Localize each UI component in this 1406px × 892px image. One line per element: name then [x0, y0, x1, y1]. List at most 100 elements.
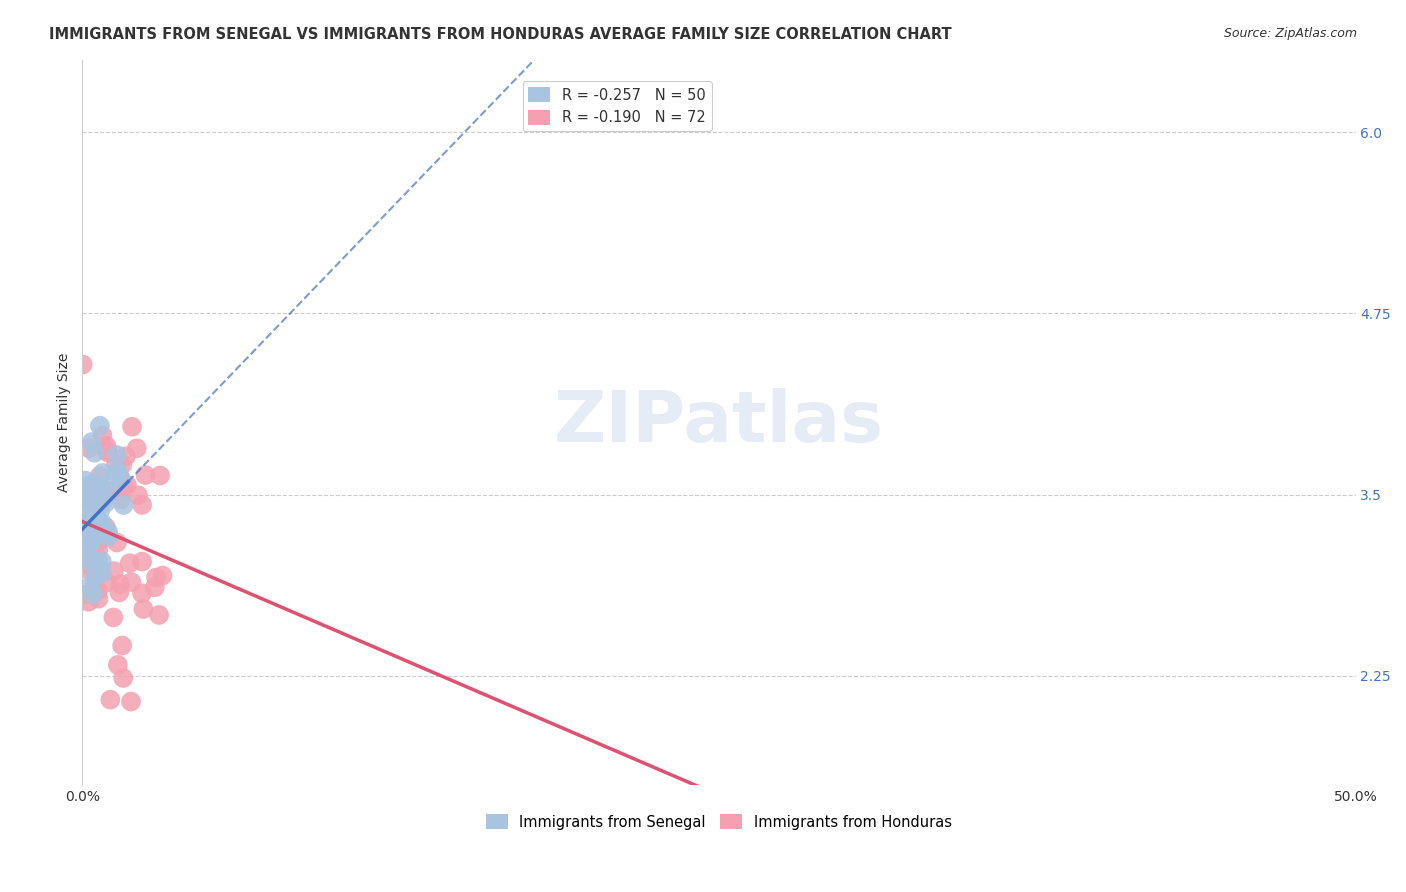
Point — [134, 468, 156, 483]
Point — [77, 524, 100, 538]
Point — [83, 542, 105, 557]
Point — [125, 442, 148, 456]
Point — [77, 554, 100, 568]
Point — [87, 525, 110, 540]
Point — [83, 477, 105, 491]
Point — [79, 491, 101, 505]
Point — [87, 591, 110, 606]
Point — [72, 358, 94, 372]
Text: IMMIGRANTS FROM SENEGAL VS IMMIGRANTS FROM HONDURAS AVERAGE FAMILY SIZE CORRELAT: IMMIGRANTS FROM SENEGAL VS IMMIGRANTS FR… — [49, 27, 952, 42]
Point — [105, 448, 128, 462]
Point — [75, 474, 97, 488]
Point — [82, 479, 104, 493]
Point — [73, 513, 96, 527]
Point — [77, 491, 100, 506]
Point — [79, 533, 101, 547]
Text: ZIPatlas: ZIPatlas — [554, 388, 884, 457]
Point — [148, 607, 170, 622]
Point — [121, 419, 143, 434]
Point — [84, 523, 107, 537]
Point — [77, 538, 100, 552]
Point — [110, 577, 132, 591]
Point — [131, 586, 153, 600]
Point — [87, 542, 110, 557]
Point — [97, 524, 120, 539]
Point — [96, 575, 118, 590]
Point — [91, 516, 114, 531]
Point — [84, 491, 107, 506]
Text: Source: ZipAtlas.com: Source: ZipAtlas.com — [1223, 27, 1357, 40]
Point — [107, 465, 129, 479]
Point — [112, 498, 135, 512]
Point — [89, 564, 111, 578]
Point — [89, 532, 111, 546]
Point — [80, 477, 103, 491]
Point — [105, 535, 128, 549]
Point — [73, 561, 96, 575]
Point — [115, 478, 138, 492]
Point — [76, 527, 98, 541]
Point — [111, 458, 134, 472]
Point — [87, 554, 110, 568]
Point — [89, 503, 111, 517]
Point — [86, 523, 108, 537]
Point — [91, 428, 114, 442]
Point — [131, 555, 153, 569]
Point — [80, 534, 103, 549]
Point — [76, 558, 98, 572]
Point — [111, 639, 134, 653]
Point — [103, 610, 125, 624]
Point — [90, 533, 112, 547]
Point — [100, 484, 122, 499]
Point — [82, 588, 104, 602]
Point — [143, 580, 166, 594]
Point — [131, 498, 153, 512]
Y-axis label: Average Family Size: Average Family Size — [58, 352, 72, 491]
Point — [107, 657, 129, 672]
Point — [152, 568, 174, 582]
Legend: Immigrants from Senegal, Immigrants from Honduras: Immigrants from Senegal, Immigrants from… — [479, 808, 957, 836]
Point — [86, 555, 108, 569]
Point — [91, 566, 114, 580]
Point — [115, 450, 138, 464]
Point — [72, 588, 94, 602]
Point — [98, 692, 121, 706]
Point — [90, 494, 112, 508]
Point — [94, 520, 117, 534]
Point — [91, 466, 114, 480]
Point — [84, 492, 107, 507]
Point — [145, 570, 167, 584]
Point — [89, 469, 111, 483]
Point — [112, 480, 135, 494]
Point — [108, 585, 131, 599]
Point — [79, 580, 101, 594]
Point — [90, 519, 112, 533]
Point — [75, 504, 97, 518]
Point — [103, 564, 125, 578]
Point — [127, 488, 149, 502]
Point — [112, 671, 135, 685]
Point — [80, 523, 103, 537]
Point — [79, 500, 101, 515]
Point — [94, 485, 117, 500]
Point — [83, 574, 105, 589]
Point — [90, 490, 112, 504]
Point — [149, 468, 172, 483]
Point — [110, 472, 132, 486]
Point — [84, 570, 107, 584]
Point — [87, 562, 110, 576]
Point — [72, 483, 94, 497]
Point — [80, 523, 103, 537]
Point — [108, 484, 131, 499]
Point — [118, 556, 141, 570]
Point — [96, 444, 118, 458]
Point — [73, 506, 96, 520]
Point — [108, 480, 131, 494]
Point — [84, 498, 107, 512]
Point — [79, 488, 101, 502]
Point — [77, 494, 100, 508]
Point — [76, 518, 98, 533]
Point — [89, 418, 111, 433]
Point — [120, 575, 142, 590]
Point — [87, 482, 110, 496]
